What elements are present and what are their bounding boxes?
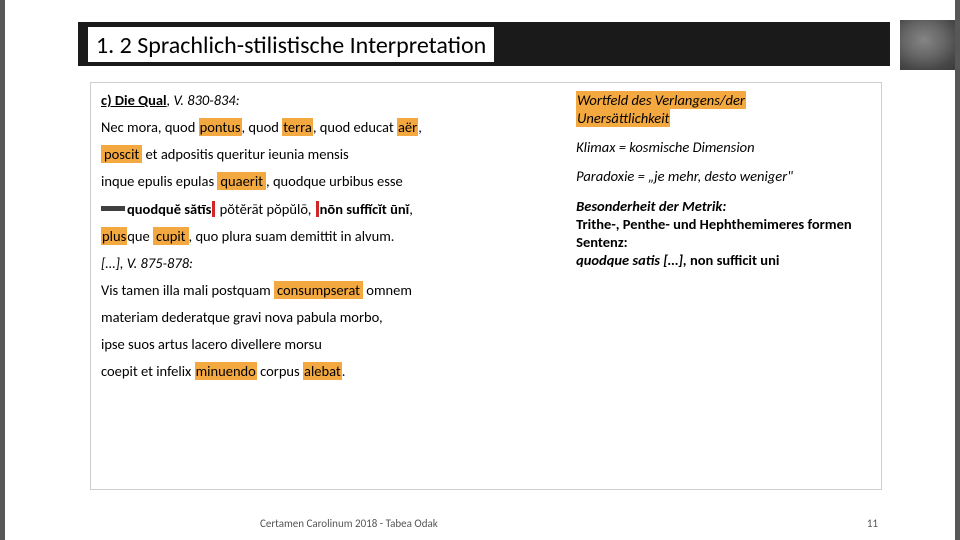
text: , quodque urbibus esse <box>266 172 403 190</box>
text-bold: quodquĕ sătīs <box>127 200 211 218</box>
text: et adpositis queritur ieunia mensis <box>142 145 348 163</box>
footer-credit: Certamen Carolinum 2018 - Tabea Odak <box>260 517 438 530</box>
title-bar: 1. 2 Sprachlich-stilistische Interpretat… <box>78 22 890 66</box>
text: , quo plura suam demittit in alvum. <box>189 227 395 245</box>
subhead-bold: c) Die Qual <box>101 91 167 109</box>
note4-body: Trithe-, Penthe- und Hephthemimeres form… <box>576 215 852 251</box>
latin-line-3: inque epulis epulas quaerit, quodque urb… <box>101 172 558 190</box>
side-strip-left <box>0 0 5 540</box>
dash-mark <box>101 206 125 211</box>
page-number: 11 <box>867 517 878 530</box>
subhead-verse: , V. 830-834: <box>167 91 240 109</box>
latin-line-7: materiam dederatque gravi nova pabula mo… <box>101 308 558 326</box>
text: inque epulis epulas <box>101 172 217 190</box>
note4-head: Besonderheit der Metrik: <box>576 197 726 215</box>
side-strip-right <box>955 0 960 540</box>
text: Nec mora, quod <box>101 118 199 136</box>
text: omnem <box>363 281 412 299</box>
text: . <box>342 362 346 380</box>
hl-minuendo: minuendo <box>195 362 257 380</box>
text: que <box>127 227 153 245</box>
hl-poscit: poscit <box>101 145 142 163</box>
content-box: c) Die Qual, V. 830-834: Nec mora, quod … <box>90 82 882 490</box>
background-decoration <box>900 20 960 70</box>
text: pŏtĕrāt pŏpŭlō, <box>216 200 314 218</box>
right-column: Wortfeld des Verlangens/der Unersättlich… <box>576 91 871 483</box>
latin-line-9: coepit et infelix minuendo corpus alebat… <box>101 362 558 380</box>
note4-quote-b: non sufficit uni <box>690 251 779 269</box>
note4-quote-a: quodque satis […], <box>576 251 690 269</box>
text: , <box>418 118 422 136</box>
hl-aer: aër <box>397 118 418 136</box>
hl-alebat: alebat <box>303 362 342 380</box>
hl-pontus: pontus <box>199 118 242 136</box>
hl-wortfeld-1: Wortfeld des Verlangens/der <box>576 91 746 109</box>
latin-line-1: Nec mora, quod pontus, quod terra, quod … <box>101 118 558 136</box>
text: , <box>409 200 413 218</box>
text: , quod educat <box>313 118 397 136</box>
subheading-2: […], V. 875-878: <box>101 254 558 272</box>
latin-line-6: Vis tamen illa mali postquam consumpsera… <box>101 281 558 299</box>
slide-title: 1. 2 Sprachlich-stilistische Interpretat… <box>88 27 494 62</box>
subheading-1: c) Die Qual, V. 830-834: <box>101 91 558 109</box>
latin-line-2: poscit et adpositis queritur ieunia mens… <box>101 145 558 163</box>
text: , quod <box>242 118 283 136</box>
latin-line-5: plusque cupit, quo plura suam demittit i… <box>101 227 558 245</box>
left-column: c) Die Qual, V. 830-834: Nec mora, quod … <box>101 91 558 483</box>
note-1: Wortfeld des Verlangens/der Unersättlich… <box>576 91 871 127</box>
text: corpus <box>257 362 303 380</box>
note-2: Klimax = kosmische Dimension <box>576 138 871 156</box>
text: coepit et infelix <box>101 362 195 380</box>
hl-terra: terra <box>282 118 313 136</box>
text-bold: nōn suffĭcĭt ūnĭ <box>320 200 410 218</box>
hl-consumpserat: consumpserat <box>274 281 363 299</box>
hl-cupit: cupit <box>153 227 189 245</box>
footer: Certamen Carolinum 2018 - Tabea Odak 11 <box>0 517 960 530</box>
latin-line-4: quodquĕ sătīs pŏtĕrāt pŏpŭlō, nōn suffĭc… <box>101 200 558 218</box>
red-caesura-2 <box>316 201 319 217</box>
hl-wortfeld-2: Unersättlichkeit <box>576 109 670 127</box>
latin-line-8: ipse suos artus lacero divellere morsu <box>101 335 558 353</box>
note-3: Paradoxie = „je mehr, desto weniger" <box>576 167 871 185</box>
hl-quaerit: quaerit <box>217 172 266 190</box>
text: Vis tamen illa mali postquam <box>101 281 274 299</box>
red-caesura-1 <box>212 201 215 217</box>
hl-plus: plus <box>101 227 127 245</box>
note-4: Besonderheit der Metrik: Trithe-, Penthe… <box>576 197 871 270</box>
